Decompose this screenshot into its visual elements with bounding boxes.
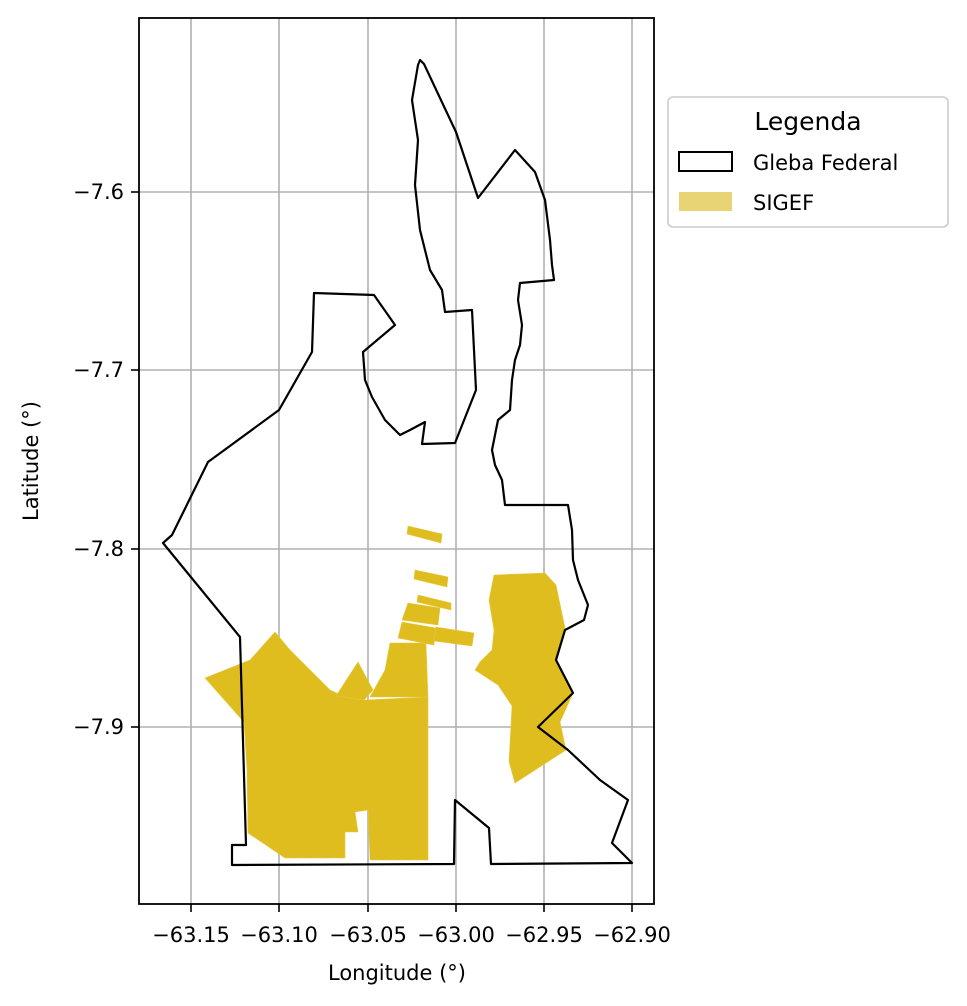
sigef-parcel	[397, 621, 437, 646]
x-axis-title: Longitude (°)	[328, 961, 466, 985]
x-tick-marks	[190, 904, 633, 912]
x-tick-labels: −63.15 −63.10 −63.05 −63.00 −62.95 −62.9…	[152, 923, 671, 947]
sigef-parcel	[416, 594, 452, 611]
legend-label-sigef: SIGEF	[753, 191, 814, 215]
legend: Legenda Gleba Federal SIGEF	[667, 96, 949, 228]
gleba-federal-outline	[161, 58, 634, 867]
legend-swatch-sigef	[679, 192, 732, 211]
sigef-parcel	[474, 572, 574, 784]
y-tick-label: −7.8	[73, 537, 124, 561]
sigef-parcel	[413, 569, 449, 588]
x-tick-label: −63.00	[417, 923, 495, 947]
sigef-parcel	[433, 626, 475, 647]
legend-swatch-gleba-federal	[678, 151, 733, 172]
y-tick-label: −7.6	[73, 180, 124, 204]
sigef-layer	[204, 525, 574, 861]
legend-title: Legenda	[754, 107, 861, 136]
sigef-parcel	[401, 602, 441, 626]
y-tick-marks	[131, 191, 139, 728]
legend-label-gleba-federal: Gleba Federal	[753, 151, 898, 175]
x-tick-label: −63.10	[240, 923, 318, 947]
y-axis-title: Latitude (°)	[19, 401, 43, 521]
axes-frame	[138, 17, 655, 905]
legend-frame	[667, 96, 949, 228]
x-tick-label: −63.15	[152, 923, 230, 947]
x-tick-label: −63.05	[329, 923, 407, 947]
x-tick-label: −62.90	[593, 923, 671, 947]
sigef-parcel	[369, 642, 429, 698]
x-tick-label: −62.95	[505, 923, 583, 947]
sigef-parcel	[406, 525, 443, 544]
sigef-parcel	[204, 631, 429, 861]
y-tick-label: −7.9	[73, 715, 124, 739]
y-tick-label: −7.7	[73, 358, 124, 382]
y-tick-labels: −7.6 −7.7 −7.8 −7.9	[73, 180, 124, 739]
sigef-parcel	[335, 661, 374, 701]
